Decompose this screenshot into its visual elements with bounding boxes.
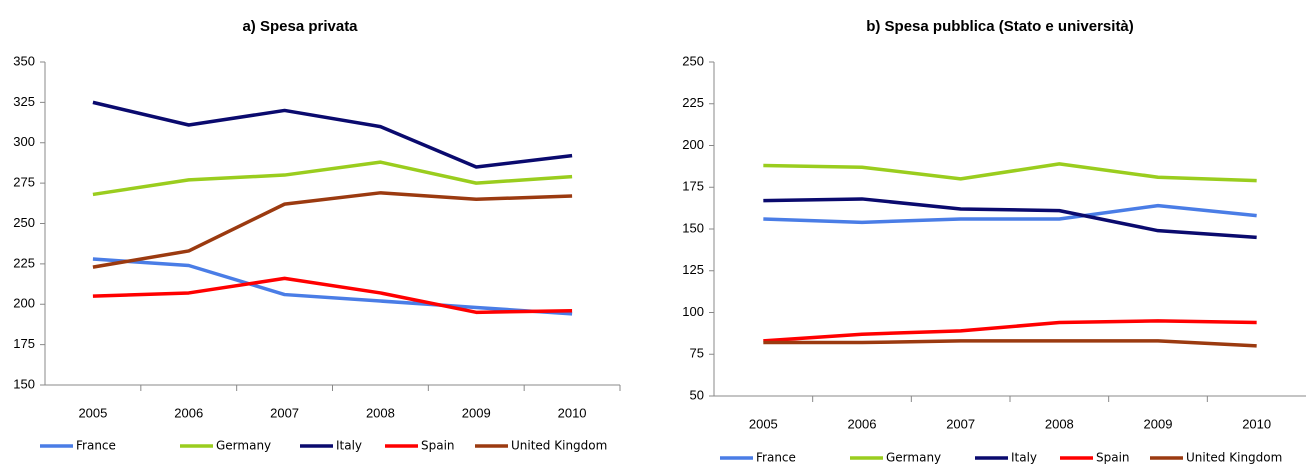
y-tick-label: 250 <box>13 215 35 230</box>
x-tick-label: 2007 <box>946 416 975 431</box>
x-tick-label: 2007 <box>270 405 299 420</box>
x-tick-label: 2010 <box>558 405 587 420</box>
legend-label: United Kingdom <box>1186 451 1282 465</box>
y-tick-label: 175 <box>13 336 35 351</box>
x-tick-label: 2008 <box>366 405 395 420</box>
y-tick-label: 350 <box>13 53 35 68</box>
series-line <box>92 100 573 169</box>
y-tick-label: 325 <box>13 94 35 109</box>
y-tick-label: 75 <box>690 346 704 361</box>
y-tick-label: 100 <box>682 304 704 319</box>
y-tick-label: 250 <box>682 53 704 68</box>
y-tick-label: 200 <box>13 296 35 311</box>
chart-title: b) Spesa pubblica (Stato e università) <box>866 18 1134 35</box>
series-line <box>763 197 1257 240</box>
legend-label: Spain <box>1096 451 1130 465</box>
x-tick-label: 2006 <box>174 405 203 420</box>
x-tick-label: 2009 <box>462 405 491 420</box>
x-tick-label: 2005 <box>749 416 778 431</box>
y-tick-label: 300 <box>13 134 35 149</box>
y-tick-label: 225 <box>682 95 704 110</box>
series-line <box>92 257 573 316</box>
series-line <box>763 203 1257 225</box>
y-tick-label: 50 <box>690 387 704 402</box>
series-line <box>763 162 1257 183</box>
x-tick-label: 2006 <box>848 416 877 431</box>
series-line <box>92 276 573 315</box>
y-tick-label: 275 <box>13 175 35 190</box>
legend-label: France <box>756 451 796 465</box>
legend-label: Italy <box>1011 451 1037 465</box>
series-line <box>763 319 1257 343</box>
x-tick-label: 2008 <box>1045 416 1074 431</box>
legend-label: Spain <box>421 439 455 453</box>
legend-label: France <box>76 439 116 453</box>
x-tick-label: 2005 <box>78 405 107 420</box>
legend-label: Germany <box>216 439 271 453</box>
y-tick-label: 200 <box>682 137 704 152</box>
series-line <box>92 160 573 197</box>
y-tick-label: 150 <box>13 376 35 391</box>
x-tick-label: 2009 <box>1144 416 1173 431</box>
series-line <box>763 339 1257 348</box>
legend-label: Germany <box>886 451 941 465</box>
legend-label: Italy <box>336 439 362 453</box>
x-tick-label: 2010 <box>1242 416 1271 431</box>
y-tick-label: 125 <box>682 262 704 277</box>
y-tick-label: 150 <box>682 220 704 235</box>
series-line <box>92 191 573 269</box>
y-tick-label: 175 <box>682 179 704 194</box>
chart-title: a) Spesa privata <box>242 18 358 35</box>
y-tick-label: 225 <box>13 255 35 270</box>
legend-label: United Kingdom <box>511 439 607 453</box>
